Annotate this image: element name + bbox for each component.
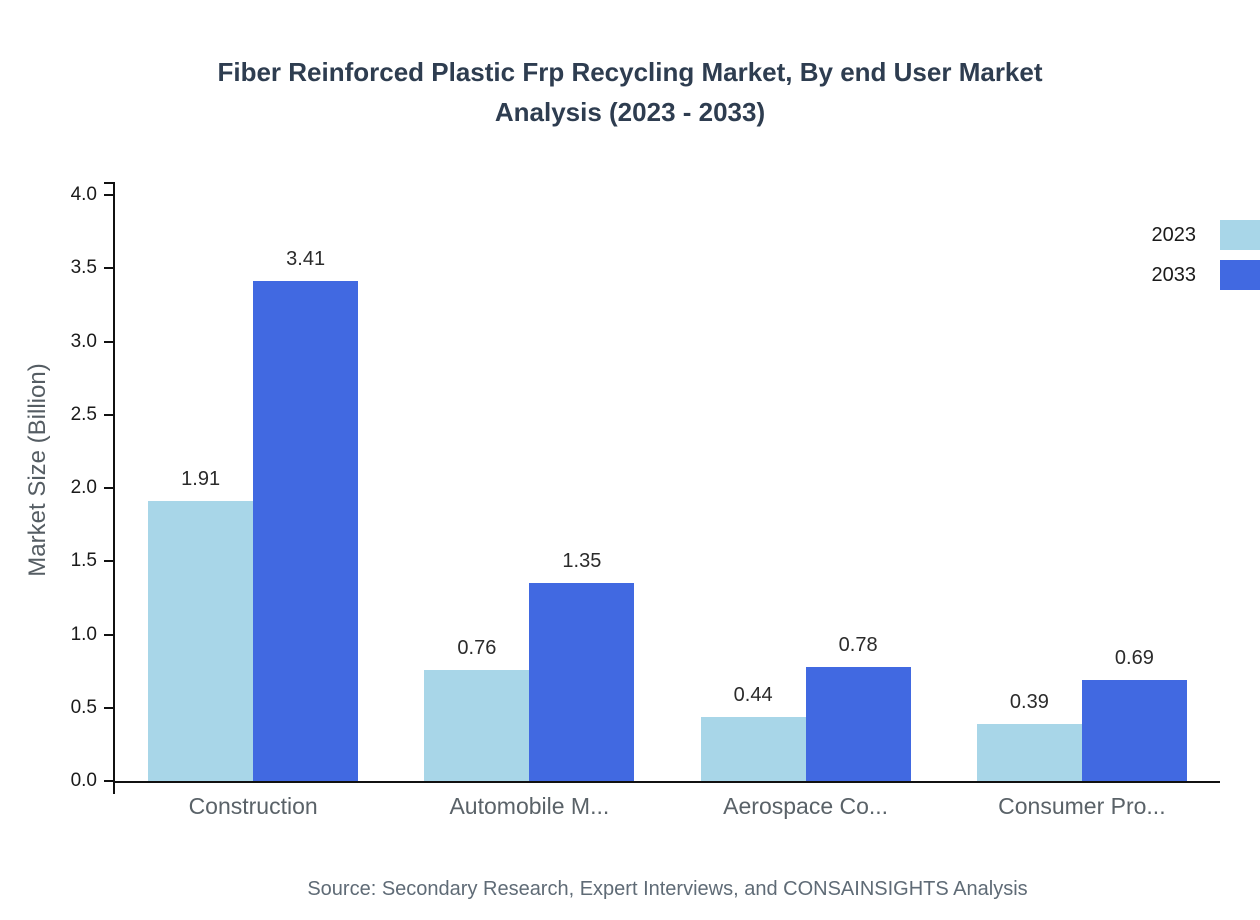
y-tick-mark — [104, 633, 113, 636]
bar-group-3: 0.39 0.69 — [976, 195, 1187, 781]
bar-value-label: 0.39 — [1009, 690, 1049, 713]
y-tick-mark — [104, 194, 113, 196]
bar-value-label: 0.76 — [457, 636, 497, 659]
y-tick-label: 2.0 — [70, 477, 97, 498]
x-axis-end-tick — [113, 783, 115, 794]
chart-title: Fiber Reinforced Plastic Frp Recycling M… — [0, 52, 1260, 132]
legend-label: 2033 — [1151, 263, 1197, 286]
bar-rect: 1.91 — [148, 468, 254, 781]
legend: 2023 2033 — [1152, 220, 1260, 290]
y-tick-label: 3.0 — [70, 330, 97, 352]
y-axis-title: Market Size (Billion) — [24, 363, 51, 577]
bar-rect: 0.78 — [805, 634, 911, 781]
y-tick-label: 0.5 — [70, 696, 97, 718]
bar-rect: 0.39 — [976, 691, 1082, 781]
bar-group-2: 0.44 0.78 — [700, 195, 911, 781]
legend-swatch — [1220, 220, 1260, 250]
legend-swatch — [1220, 260, 1260, 290]
bar-rect: 3.41 — [253, 248, 359, 781]
x-category-label: Consumer Pro... — [998, 793, 1166, 819]
y-tick-label: 1.0 — [70, 623, 97, 645]
bar-value-label: 1.91 — [181, 468, 221, 491]
y-tick-label: 4.0 — [70, 184, 97, 205]
bar-value-label: 0.44 — [733, 683, 773, 706]
legend-item-2033: 2033 — [1152, 260, 1260, 290]
bar-2023-0: 1.91 — [148, 195, 254, 781]
bar-2023-1: 0.76 — [424, 195, 530, 781]
bar-value-label: 1.35 — [562, 550, 602, 573]
x-category-label: Aerospace Co... — [723, 793, 889, 819]
x-category-label: Construction — [188, 793, 318, 819]
y-tick-mark — [104, 780, 113, 782]
bar-rect: 0.44 — [700, 684, 806, 781]
x-axis-labels: Construction Automobile M... Aerospace Co.… — [115, 793, 1220, 820]
bar-groups: 1.91 3.41 0.76 1.35 0.44 0.78 0.39 0.69 — [115, 195, 1220, 781]
y-tick-mark — [104, 706, 113, 709]
y-tick-mark — [104, 267, 113, 270]
y-tick-mark — [104, 487, 113, 489]
plot-area: 1.91 3.41 0.76 1.35 0.44 0.78 0.39 0.69 0.0 0.5 1… — [71, 182, 1220, 794]
bar-2033-0: 3.41 — [253, 195, 359, 781]
bar-2033-3: 0.69 — [1081, 195, 1187, 781]
bar-2023-3: 0.39 — [976, 195, 1082, 781]
bar-2033-1: 1.35 — [529, 195, 635, 781]
y-axis-line — [113, 182, 115, 781]
bar-rect: 1.35 — [529, 550, 635, 781]
bar-value-label: 0.78 — [838, 633, 878, 656]
bar-group-0: 1.91 3.41 — [148, 195, 359, 781]
x-category-label: Automobile M... — [449, 793, 610, 819]
legend-item-2023: 2023 — [1152, 220, 1260, 250]
bar-2033-2: 0.78 — [805, 195, 911, 781]
y-axis-end-tick — [104, 182, 113, 184]
y-tick-mark — [104, 340, 113, 343]
bar-2023-2: 0.44 — [700, 195, 806, 781]
bar-value-label: 3.41 — [286, 248, 326, 271]
bar-value-label: 0.69 — [1114, 646, 1154, 669]
source-note: Source: Secondary Research, Expert Inter… — [307, 878, 1028, 900]
bar-group-1: 0.76 1.35 — [424, 195, 635, 781]
chart-title-text: Fiber Reinforced Plastic Frp Recycling M… — [217, 57, 1043, 127]
y-tick-label: 3.5 — [70, 257, 97, 279]
y-tick-mark — [104, 413, 113, 416]
bar-rect: 0.76 — [424, 637, 530, 781]
x-axis-line — [113, 781, 1220, 783]
y-tick-label: 0.0 — [70, 770, 97, 791]
legend-label: 2023 — [1151, 223, 1197, 246]
y-tick-label: 2.5 — [70, 403, 97, 425]
y-tick-mark — [104, 560, 113, 563]
bar-rect: 0.69 — [1081, 647, 1187, 781]
y-tick-label: 1.5 — [70, 550, 97, 572]
